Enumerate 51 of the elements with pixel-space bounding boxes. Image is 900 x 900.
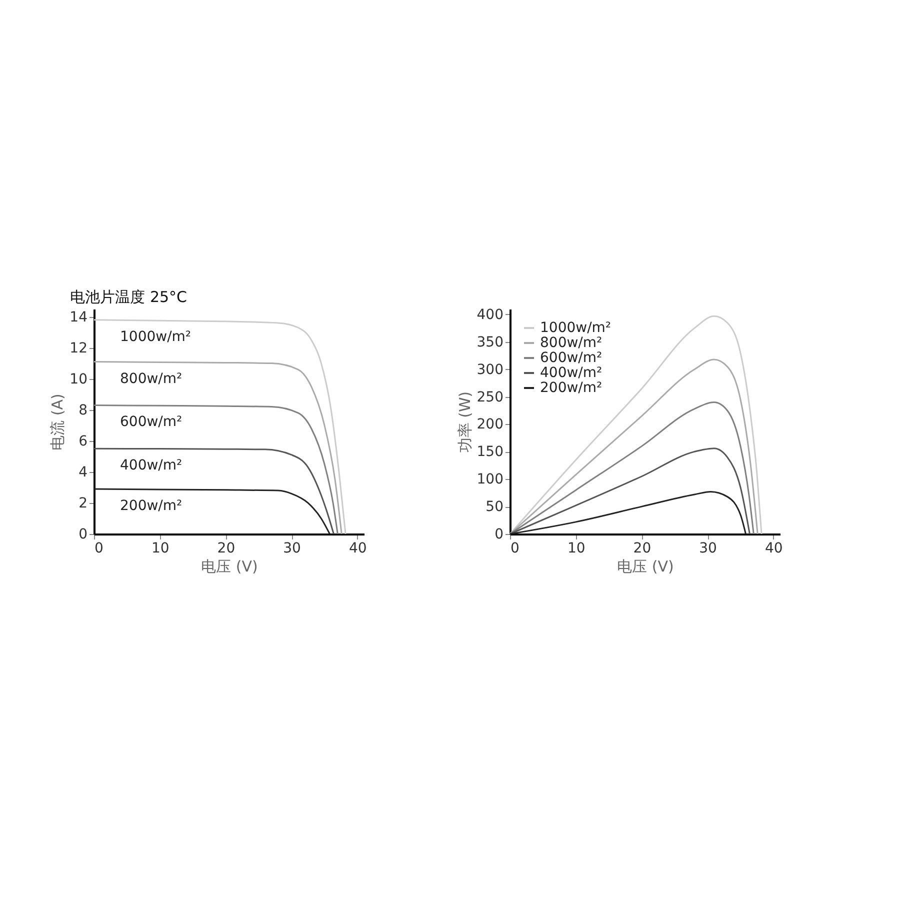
- y-tick-label: 100: [476, 472, 504, 488]
- y-tick-label: 250: [476, 389, 504, 406]
- x-tick-label: 30: [699, 540, 717, 556]
- y-axis-title: 功率 (W): [456, 391, 474, 453]
- legend-label: 400w/m²: [540, 365, 602, 381]
- x-axis-title: 电压 (V): [201, 558, 258, 576]
- x-axis-title: 电压 (V): [617, 558, 674, 576]
- line-series: [93, 361, 342, 535]
- y-tick-label: 10: [70, 371, 88, 388]
- x-tick-label: 10: [151, 540, 170, 556]
- line-series: [509, 402, 754, 535]
- x-tick-label: 20: [633, 540, 652, 556]
- x-tick-label: 30: [283, 540, 301, 556]
- x-tick-label: 20: [217, 540, 236, 556]
- series-label: 400w/m²: [120, 458, 182, 474]
- legend-label: 600w/m²: [540, 350, 602, 366]
- y-tick-label: 350: [476, 334, 504, 350]
- y-tick-label: 0: [494, 526, 504, 542]
- legend-label: 800w/m²: [540, 335, 602, 351]
- y-tick-label: 50: [486, 499, 504, 516]
- x-tick-label: 10: [567, 540, 586, 556]
- y-tick-label: 200: [476, 416, 504, 433]
- y-tick-label: 300: [476, 362, 504, 378]
- x-tick-label: 0: [510, 540, 520, 556]
- y-tick-label: 8: [78, 402, 88, 418]
- line-series: [93, 448, 334, 535]
- y-tick-label: 12: [70, 340, 88, 356]
- line-series: [509, 315, 762, 535]
- y-tick-label: 14: [70, 309, 88, 326]
- line-series: [509, 490, 747, 535]
- x-tick-label: 40: [765, 540, 783, 556]
- y-tick-label: 6: [78, 433, 88, 450]
- series-label: 1000w/m²: [120, 328, 192, 345]
- line-series: [93, 319, 346, 535]
- chart-title: 电池片温度 25°C: [70, 288, 188, 306]
- y-tick-label: 4: [78, 464, 88, 480]
- legend-label: 1000w/m²: [540, 320, 612, 336]
- x-tick-label: 40: [349, 540, 367, 556]
- series-label: 200w/m²: [120, 498, 182, 514]
- y-tick-label: 400: [476, 306, 504, 323]
- legend-label: 200w/m²: [540, 380, 602, 396]
- y-tick-label: 150: [476, 444, 504, 460]
- series-label: 600w/m²: [120, 414, 182, 430]
- line-series: [509, 448, 750, 535]
- line-series: [93, 404, 338, 535]
- line-series: [93, 488, 331, 535]
- x-tick-label: 0: [94, 540, 104, 556]
- series-label: 800w/m²: [120, 370, 182, 387]
- y-axis-title: 电流 (A): [48, 394, 67, 450]
- y-tick-label: 2: [78, 495, 88, 512]
- y-tick-label: 0: [78, 526, 88, 542]
